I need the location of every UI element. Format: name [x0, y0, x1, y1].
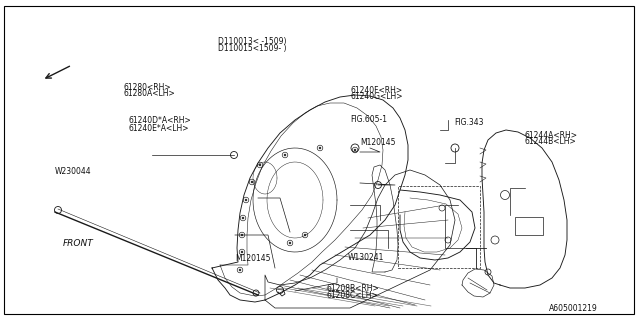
- Text: 61280A<LH>: 61280A<LH>: [124, 89, 175, 98]
- Text: 61244A<RH>: 61244A<RH>: [525, 131, 578, 140]
- Text: D110015<1509- ): D110015<1509- ): [218, 44, 286, 53]
- Text: M120145: M120145: [360, 138, 396, 147]
- Text: M120145: M120145: [236, 254, 271, 263]
- Circle shape: [319, 147, 321, 149]
- Bar: [398, 186, 480, 268]
- Circle shape: [289, 242, 291, 244]
- Text: 61280<RH>: 61280<RH>: [124, 83, 171, 92]
- Text: FRONT: FRONT: [63, 239, 93, 248]
- Circle shape: [242, 217, 244, 219]
- Text: 61244B<LH>: 61244B<LH>: [525, 137, 577, 146]
- Text: 61240F<RH>: 61240F<RH>: [351, 86, 403, 95]
- Circle shape: [239, 269, 241, 271]
- Text: FIG.605-1: FIG.605-1: [351, 115, 388, 124]
- Text: W230044: W230044: [54, 167, 91, 176]
- Bar: [515, 217, 543, 235]
- Text: 61240G<LH>: 61240G<LH>: [351, 92, 403, 101]
- Text: 61208C<LH>: 61208C<LH>: [326, 291, 378, 300]
- Circle shape: [284, 154, 286, 156]
- Circle shape: [251, 181, 253, 183]
- Circle shape: [259, 164, 261, 166]
- Text: 61208B<RH>: 61208B<RH>: [326, 284, 379, 293]
- Text: W130241: W130241: [348, 253, 384, 262]
- Text: FIG.343: FIG.343: [454, 118, 484, 127]
- Text: 61240E*A<LH>: 61240E*A<LH>: [128, 124, 189, 132]
- Text: D110013< -1509): D110013< -1509): [218, 37, 286, 46]
- Circle shape: [245, 199, 247, 201]
- Circle shape: [304, 234, 306, 236]
- Circle shape: [241, 234, 243, 236]
- Text: A605001219: A605001219: [549, 304, 598, 313]
- Text: 61240D*A<RH>: 61240D*A<RH>: [128, 116, 191, 125]
- Circle shape: [241, 251, 243, 253]
- Circle shape: [354, 149, 356, 151]
